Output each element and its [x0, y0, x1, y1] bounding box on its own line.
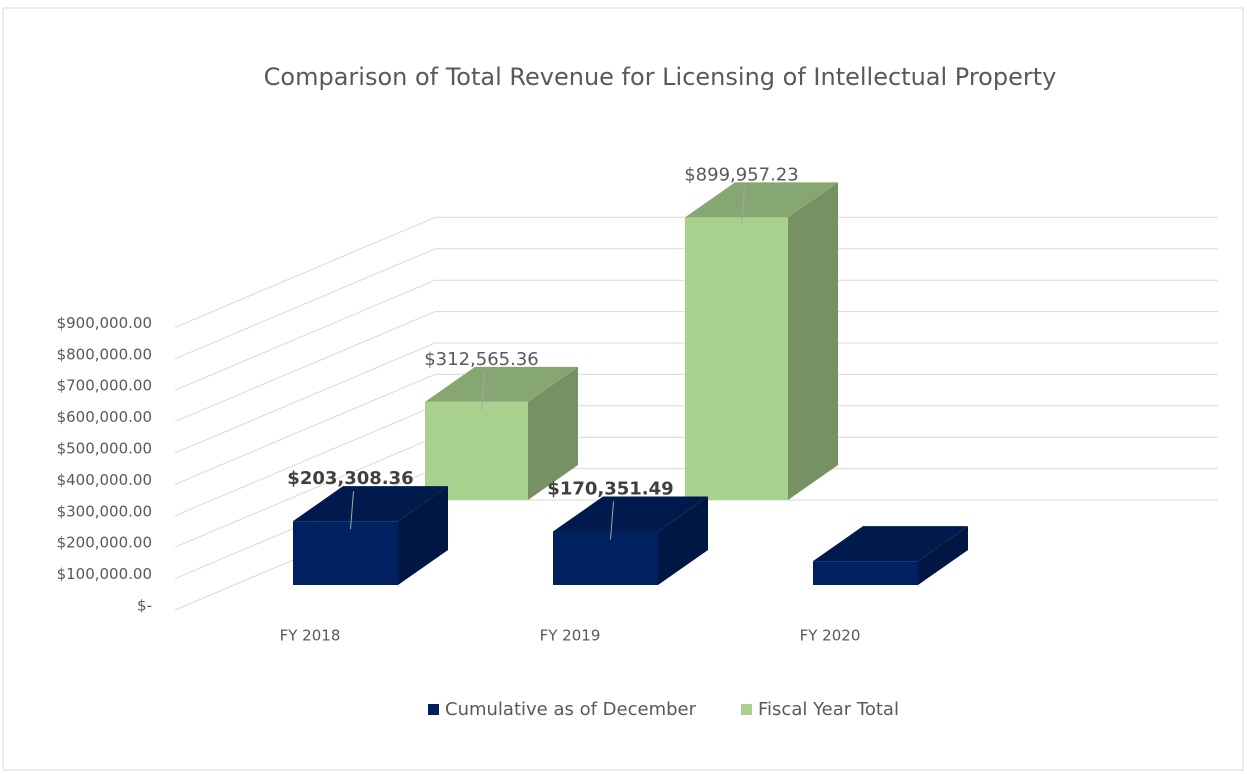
- grid-line: [174, 373, 436, 485]
- bar-side: [528, 366, 578, 500]
- y-tick-label: $700,000.00: [57, 377, 152, 395]
- leader-line: [610, 501, 614, 540]
- bar-side: [398, 486, 448, 585]
- y-tick-label: $400,000.00: [57, 471, 152, 489]
- x-tick-label: FY 2019: [540, 627, 601, 645]
- grid-line: [174, 311, 436, 423]
- leader-line: [350, 491, 354, 530]
- bar: [293, 521, 398, 585]
- grid-line: [174, 216, 436, 328]
- legend-label: Cumulative as of December: [445, 699, 697, 720]
- x-tick-label: FY 2020: [800, 627, 861, 645]
- bar-top: [425, 366, 578, 402]
- y-tick-label: $800,000.00: [57, 345, 152, 363]
- y-tick-label: $300,000.00: [57, 502, 152, 520]
- bar: [425, 401, 528, 500]
- bar-side: [658, 496, 708, 585]
- y-tick-label: $100,000.00: [57, 565, 152, 583]
- leader-line: [741, 187, 745, 226]
- bar: [553, 531, 658, 585]
- x-tick-label: FY 2018: [280, 627, 341, 645]
- bar-top: [293, 486, 448, 522]
- legend-swatch: [741, 704, 752, 715]
- grid-line: [174, 436, 436, 548]
- y-tick-label: $500,000.00: [57, 440, 152, 458]
- grid-line: [174, 248, 436, 360]
- grid-line: [174, 342, 436, 454]
- y-tick-label: $-: [137, 597, 152, 615]
- bar: [685, 217, 788, 500]
- data-label: $899,957.23: [684, 164, 799, 185]
- data-label: $312,565.36: [424, 349, 539, 370]
- grid-line: [174, 405, 436, 517]
- grid-line: [174, 279, 436, 391]
- bar-top: [813, 526, 968, 562]
- leader-line: [481, 371, 485, 410]
- legend-label: Fiscal Year Total: [758, 699, 899, 720]
- bar-top: [553, 496, 708, 532]
- bar-side: [788, 182, 838, 500]
- bar: [813, 561, 918, 585]
- data-label: $203,308.36: [287, 468, 413, 489]
- bar-side: [918, 526, 968, 585]
- chart-frame: [2, 7, 1244, 771]
- chart-title: Comparison of Total Revenue for Licensin…: [264, 63, 1057, 91]
- y-tick-label: $200,000.00: [57, 534, 152, 552]
- data-label: $170,351.49: [547, 479, 673, 500]
- legend-swatch: [428, 704, 439, 715]
- y-tick-label: $900,000.00: [57, 314, 152, 332]
- bar-top: [685, 182, 838, 218]
- y-tick-label: $600,000.00: [57, 408, 152, 426]
